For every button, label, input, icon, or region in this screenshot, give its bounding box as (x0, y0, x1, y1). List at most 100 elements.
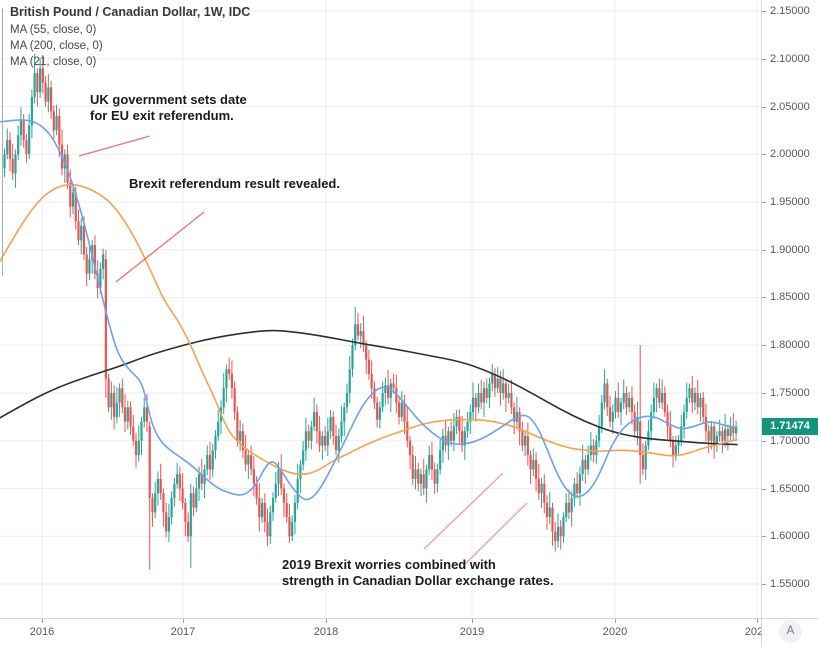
price-scale[interactable]: 1.71474 2.15000 2.10000 2.05000 2.00000 1.95… (762, 0, 818, 618)
candle-body (466, 421, 469, 432)
candle-body (126, 407, 129, 422)
ma-55-line (0, 183, 738, 476)
candle-body (291, 521, 294, 537)
candle-body (513, 407, 516, 422)
candle-body (567, 502, 571, 513)
candle-body (726, 429, 729, 436)
candle-body (110, 393, 113, 408)
candle-body (58, 116, 61, 145)
ma-legend-row-21[interactable]: MA (21, close, 0) (10, 56, 97, 68)
symbol-title[interactable]: British Pound / Canadian Dollar, 1W, IDC (10, 5, 251, 19)
candle-body (622, 393, 625, 403)
price-tick-label: 1.60000 (770, 530, 810, 542)
candle-body (247, 455, 250, 465)
price-tick-label: 2.05000 (770, 101, 810, 113)
candle-body (685, 397, 688, 413)
ma-legend-row-200[interactable]: MA (200, close, 0) (10, 40, 103, 52)
candle-body (537, 478, 540, 494)
price-tick-label: 1.65000 (770, 483, 810, 495)
annotation-brexit-result: Brexit referendum result revealed. (129, 176, 340, 192)
candle-body (499, 378, 502, 393)
candle-body (6, 139, 9, 155)
candle-body (718, 431, 721, 436)
price-tick-label: 1.95000 (770, 196, 810, 208)
candle-body (655, 388, 658, 398)
candle-body (206, 455, 209, 470)
candle-body (356, 324, 360, 336)
candle-body (3, 154, 6, 169)
candle-body (436, 469, 439, 484)
candle-body (217, 421, 220, 436)
price-tick-dash (762, 59, 766, 60)
candle-body (208, 455, 212, 470)
candle-body (441, 435, 444, 451)
candle-body (559, 526, 562, 537)
avatar-button[interactable]: A (779, 620, 802, 643)
candle-body (36, 73, 39, 93)
candle-body (545, 502, 549, 518)
candle-body (44, 82, 47, 102)
candle-body (329, 416, 332, 432)
candle-body (233, 388, 236, 413)
candle-body (41, 68, 44, 83)
candle-body (411, 455, 414, 479)
candle-body (145, 407, 149, 422)
annotation-arrow (462, 502, 528, 567)
annotation-line: strength in Canadian Dollar exchange rat… (282, 573, 554, 588)
price-chart-canvas[interactable] (0, 0, 761, 618)
ma-legend-row-55[interactable]: MA (55, close, 0) (10, 24, 97, 36)
candle-body (165, 512, 168, 532)
candle-body (480, 393, 483, 403)
price-tick-dash (762, 202, 766, 203)
candle-body (82, 225, 86, 255)
candle-body (628, 397, 631, 408)
candle-body (151, 498, 154, 513)
candle-body (293, 502, 297, 522)
candle-body (507, 393, 510, 398)
candle-body (408, 440, 412, 456)
candle-body (732, 426, 735, 434)
candle-body (378, 407, 381, 420)
candle-body (663, 393, 666, 413)
annotation-line: Brexit referendum result revealed. (129, 176, 340, 191)
price-tick-dash (762, 441, 766, 442)
time-tick-dash (472, 619, 473, 623)
last-price-label: 1.71474 (762, 418, 818, 435)
time-tick-dash (326, 619, 327, 623)
candle-body (189, 493, 192, 537)
candle-body (617, 397, 620, 413)
candle-body (734, 426, 738, 434)
annotation-arrow (115, 211, 205, 283)
candle-body (485, 388, 488, 398)
ma-200-line (0, 329, 738, 446)
candle-body (200, 474, 203, 484)
time-tick-label: 2018 (313, 626, 339, 638)
candle-body (132, 426, 135, 441)
candle-body (504, 383, 508, 398)
time-tick-label: 2017 (170, 626, 196, 638)
candle-body (250, 455, 253, 470)
candle-body (729, 426, 732, 436)
candle-body (532, 459, 535, 470)
candle-body (406, 421, 409, 441)
annotation-uk-referendum-date: UK government sets date for EU exit refe… (90, 92, 247, 124)
candle-body (510, 393, 513, 408)
time-tick-label: 2016 (29, 626, 55, 638)
candle-body (69, 182, 72, 207)
candle-body (315, 412, 318, 432)
annotation-2019-brexit-worries: 2019 Brexit worries combined with streng… (282, 557, 554, 589)
candle-body (304, 431, 307, 451)
candle-body (403, 402, 406, 422)
candle-body (721, 431, 724, 441)
candle-body (677, 440, 680, 446)
time-scale[interactable]: 2016 2017 2018 2019 2020 2021 (0, 618, 818, 647)
candle-body (337, 435, 340, 451)
candle-body (181, 488, 184, 503)
candle-body (715, 435, 718, 446)
candle-body (156, 478, 160, 494)
candle-body (334, 435, 338, 451)
candle-body (707, 431, 710, 441)
candle-body (321, 435, 324, 446)
candle-body (121, 388, 124, 408)
candle-body (274, 483, 277, 499)
